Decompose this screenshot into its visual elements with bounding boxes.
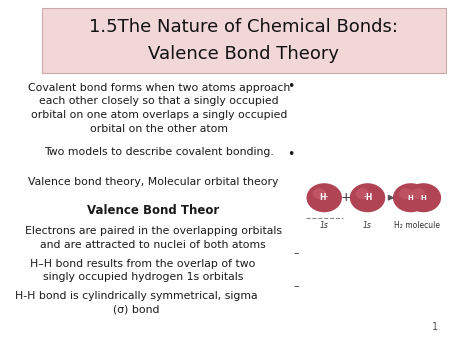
Circle shape [312,188,326,199]
Text: H₂ molecule: H₂ molecule [394,221,440,231]
Text: •: • [288,80,295,93]
Circle shape [405,183,441,212]
Circle shape [350,183,385,212]
Text: 1s: 1s [363,221,372,231]
Text: Valence bond theory, Molecular orbital theory: Valence bond theory, Molecular orbital t… [28,177,278,188]
Text: –: – [293,248,299,259]
Text: H: H [408,195,414,201]
Circle shape [356,188,369,199]
Text: Valence Bond Theor: Valence Bond Theor [87,204,219,217]
Text: Electrons are paired in the overlapping orbitals
and are attracted to nuclei of : Electrons are paired in the overlapping … [25,226,282,250]
Text: –: – [293,281,299,291]
Text: Valence Bond Theory: Valence Bond Theory [148,45,339,63]
Text: +: + [341,191,351,204]
Text: Two models to describe covalent bonding.: Two models to describe covalent bonding. [45,147,274,157]
Text: 1.5The Nature of Chemical Bonds:: 1.5The Nature of Chemical Bonds: [89,18,398,36]
FancyBboxPatch shape [42,8,446,73]
Text: •: • [288,148,295,161]
Text: H-H bond is cylindrically symmetrical, sigma
(σ) bond: H-H bond is cylindrically symmetrical, s… [15,291,258,314]
Text: 1: 1 [432,322,438,332]
Text: H: H [420,195,426,201]
Circle shape [393,183,428,212]
Text: H·: H· [320,193,329,202]
Text: H–H bond results from the overlap of two
singly occupied hydrogen 1s orbitals: H–H bond results from the overlap of two… [30,259,256,282]
Text: 1s: 1s [320,221,328,231]
Circle shape [412,188,425,199]
Text: ·H: ·H [363,193,372,202]
Circle shape [399,188,412,199]
Circle shape [306,183,342,212]
Text: Covalent bond forms when two atoms approach
each other closely so that a singly : Covalent bond forms when two atoms appro… [28,83,290,134]
